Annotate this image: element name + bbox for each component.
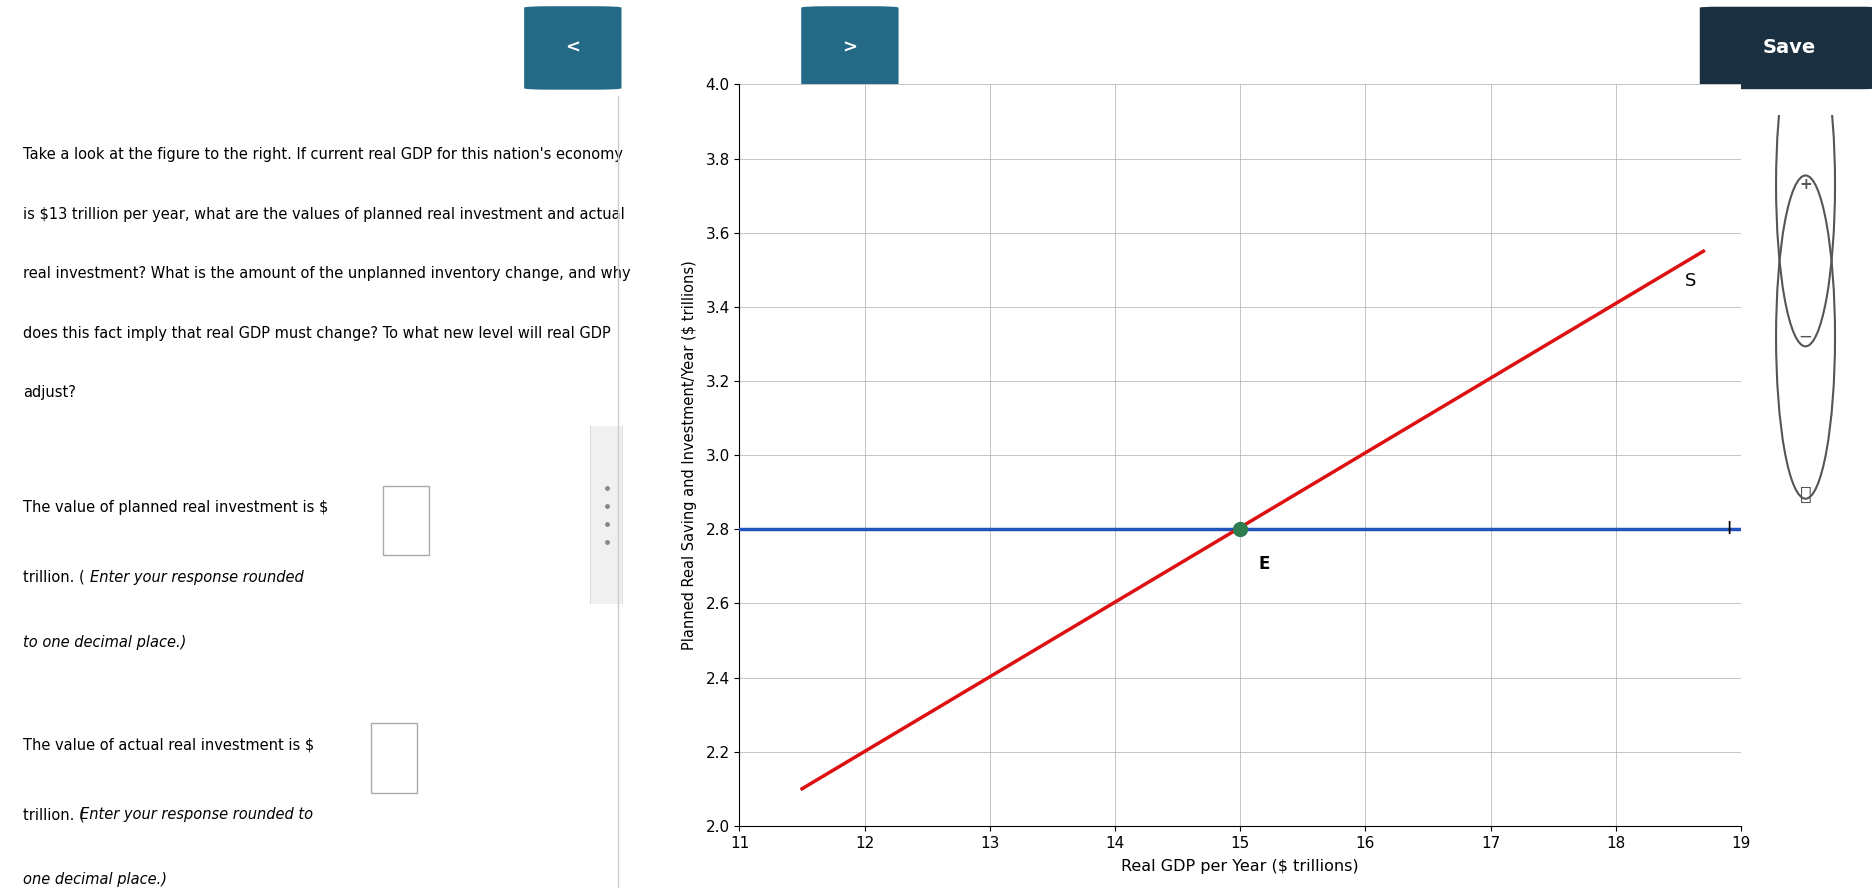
FancyBboxPatch shape [1700,7,1872,89]
Text: ⚙: ⚙ [1638,38,1657,58]
Text: E: E [1260,555,1271,573]
Text: does this fact imply that real GDP must change? To what new level will real GDP: does this fact imply that real GDP must … [24,326,612,341]
FancyBboxPatch shape [524,6,622,90]
Text: I: I [1726,520,1732,538]
Text: <: < [565,39,580,57]
Text: Question 8: Question 8 [665,38,801,58]
Text: ⧉: ⧉ [1799,485,1812,503]
Text: ⓘ  Part 1 of 4: ⓘ Part 1 of 4 [365,41,468,55]
Text: Homework:: Homework: [24,15,133,33]
Text: +: + [1799,178,1812,192]
Text: The value of planned real investment is $: The value of planned real investment is … [24,500,329,515]
X-axis label: Real GDP per Year ($ trillions): Real GDP per Year ($ trillions) [1121,859,1359,874]
Text: S: S [1685,272,1696,289]
Text: real investment? What is the amount of the unplanned inventory change, and why: real investment? What is the amount of t… [24,266,631,281]
Text: is $13 trillion per year, what are the values of planned real investment and act: is $13 trillion per year, what are the v… [24,207,625,222]
FancyBboxPatch shape [590,421,623,609]
Text: trillion. (: trillion. ( [24,807,86,822]
FancyBboxPatch shape [801,6,899,90]
Text: −: − [1799,328,1812,346]
Text: The value of actual real investment is $: The value of actual real investment is $ [24,738,314,752]
Text: Enter your response rounded to: Enter your response rounded to [80,807,313,822]
Text: ASSESS: ASSESS [142,15,219,33]
FancyBboxPatch shape [371,723,417,793]
Text: trillion. (: trillion. ( [24,569,88,584]
Text: one decimal place.): one decimal place.) [24,872,167,887]
Text: >: > [842,39,857,57]
Text: to one decimal place.): to one decimal place.) [24,635,187,649]
Text: Take a look at the figure to the right. If current real GDP for this nation's ec: Take a look at the figure to the right. … [24,147,623,163]
Text: Chapter 12 Homework: Chapter 12 Homework [24,60,251,78]
Y-axis label: Planned Real Saving and Investment/Year ($ trillions): Planned Real Saving and Investment/Year … [681,260,696,650]
Text: Enter your response rounded: Enter your response rounded [90,569,303,584]
FancyBboxPatch shape [384,486,429,555]
Text: adjust?: adjust? [24,385,77,400]
Text: Save: Save [1763,38,1816,58]
Text: Score: 0 of 1 point: Score: 0 of 1 point [936,41,1084,55]
